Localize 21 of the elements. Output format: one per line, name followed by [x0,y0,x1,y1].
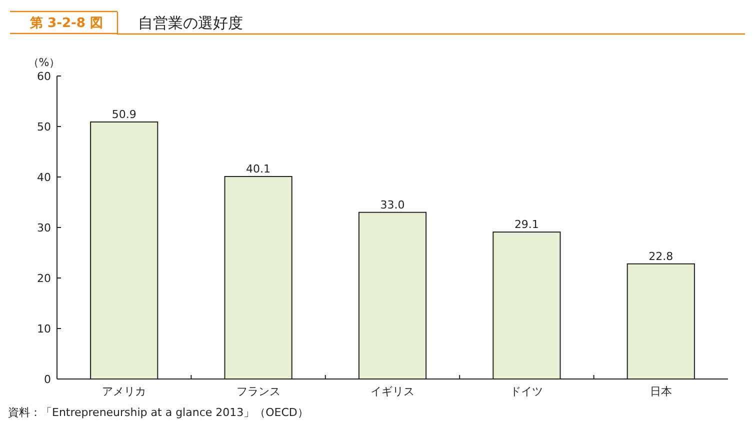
data-label: 40.1 [246,162,271,176]
chart-subtitle: 第 3-2-8 図 [29,16,103,31]
data-label: 29.1 [514,218,539,232]
x-tick-label: フランス [236,385,280,398]
x-tick-label: アメリカ [102,385,146,398]
data-label: 33.0 [380,198,405,212]
data-label: 50.9 [112,108,136,121]
y-tick-label: 50 [37,120,51,134]
y-tick-label: 60 [37,70,51,83]
data-label: 22.8 [648,250,674,263]
x-tick-label: ドイツ [510,385,544,398]
x-tick-label: 日本 [650,385,672,398]
y-tick-label: 30 [37,222,51,234]
x-tick-label: イギリス [370,385,414,398]
y-tick-label: 40 [37,171,51,184]
text: 資料：「Entrepreneurship at a glance 2013」（OECD） [8,406,308,419]
y-tick-label: 10 [37,322,51,336]
y-tick-label: 0 [44,373,51,386]
y-axis-title: （%） [28,56,60,69]
y-tick-label: 20 [37,272,51,285]
chart-title: 自営業の選好度 [138,14,243,32]
